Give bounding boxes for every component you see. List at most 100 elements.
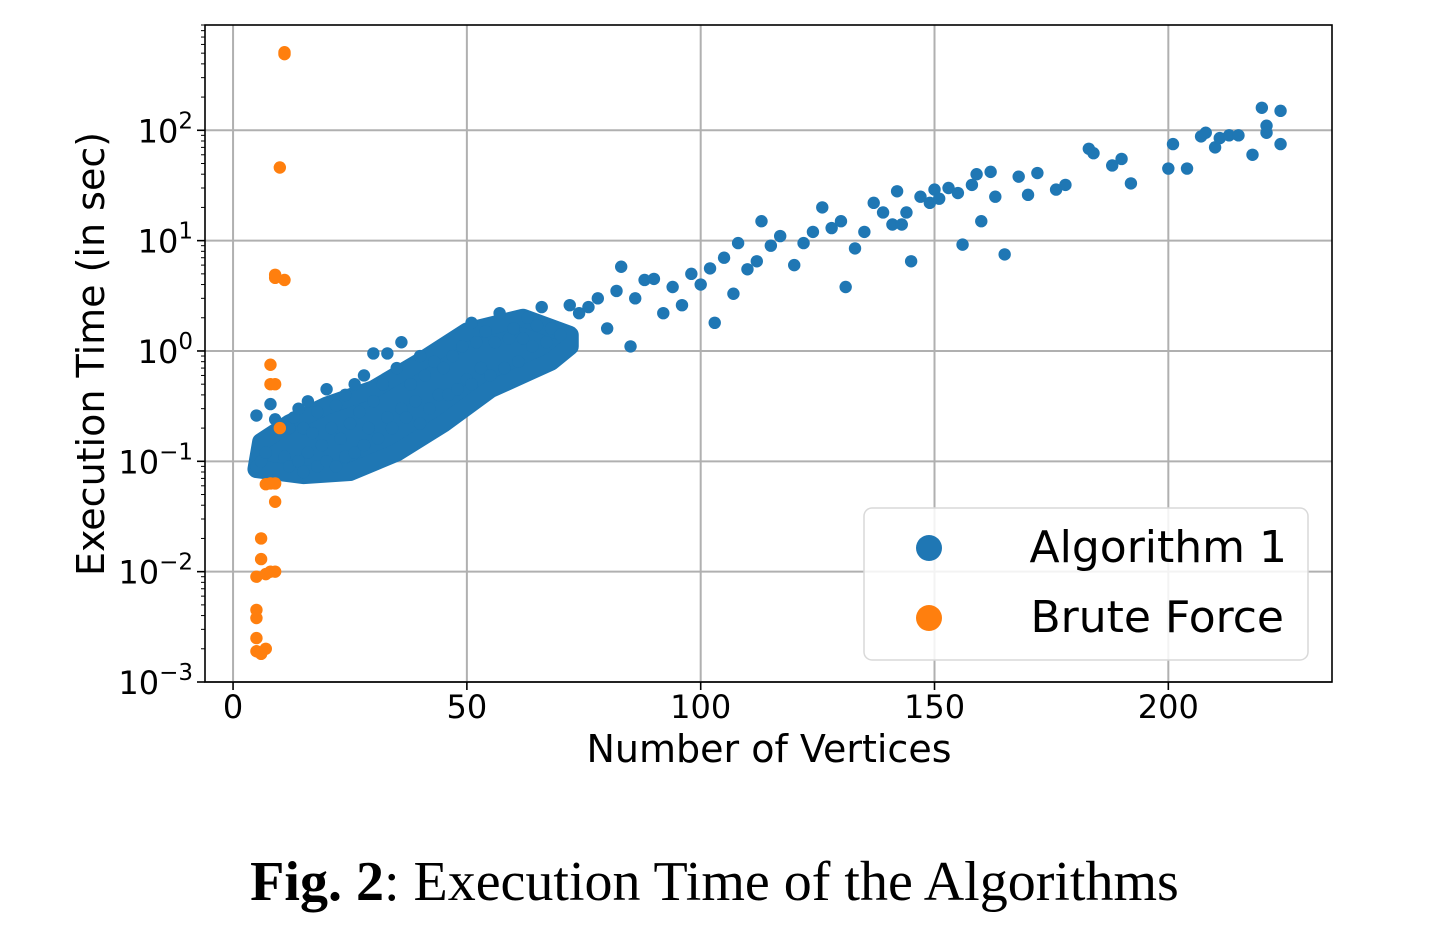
algorithm-1-point <box>479 325 492 338</box>
algorithm-1-point <box>1115 152 1128 166</box>
algorithm-1-point <box>297 465 310 479</box>
algorithm-1-point <box>806 225 820 239</box>
x-axis-ticks: 0 50 100 150 200 <box>223 682 1199 726</box>
figure-caption: Fig. 2: Execution Time of the Algorithms <box>0 850 1429 914</box>
algorithm-1-point <box>984 165 997 179</box>
algorithm-1-point <box>1199 126 1212 139</box>
algorithm-1-point <box>404 377 417 391</box>
algorithm-1-point <box>1166 137 1180 151</box>
algorithm-1-point <box>264 397 277 411</box>
algorithm-1-point <box>348 377 361 391</box>
algorithm-1-point <box>530 319 544 332</box>
algorithm-1-point <box>297 421 310 435</box>
algorithm-1-point <box>1124 177 1138 190</box>
algorithm-1-point <box>998 248 1011 261</box>
algorithm-1-point <box>292 402 305 415</box>
brute-force-point <box>268 565 282 578</box>
algorithm-1-point <box>521 311 534 324</box>
algorithm-1-point <box>516 332 530 345</box>
algorithm-1-point <box>1274 104 1287 118</box>
brute-force-point <box>278 273 291 287</box>
y-axis-label: Execution Time (in sec) <box>69 132 113 576</box>
algorithm-1-point <box>867 196 880 210</box>
algorithm-1-point <box>773 229 787 243</box>
algorithm-1-point <box>942 181 955 195</box>
algorithm-1-point <box>427 355 441 368</box>
brute-force-point <box>268 477 282 490</box>
brute-force-point <box>264 358 277 371</box>
algorithm-1-point <box>951 186 965 200</box>
algorithm-1-point <box>703 262 717 275</box>
algorithm-1-point <box>278 450 291 463</box>
algorithm-1-point <box>376 377 389 391</box>
algorithm-1-point <box>825 221 838 235</box>
algorithm-1-point <box>731 236 745 250</box>
legend-label-algorithm-1: Algorithm 1 <box>1030 522 1287 573</box>
algorithm-1-point <box>1213 131 1226 145</box>
algorithm-1-point <box>1021 188 1035 202</box>
algorithm-1-point <box>900 206 913 219</box>
algorithm-1-point <box>750 255 764 268</box>
algorithm-1-point <box>1255 101 1269 114</box>
brute-force-point <box>273 421 287 435</box>
algorithm-1-point <box>544 322 558 335</box>
algorithm-1-point <box>535 300 548 314</box>
brute-force-point <box>278 46 291 59</box>
algorithm-1-point <box>507 322 520 335</box>
algorithm-1-point <box>975 215 988 228</box>
legend-label-brute-force: Brute Force <box>1030 592 1284 643</box>
algorithm-1-point <box>329 399 343 412</box>
algorithm-1-point <box>343 417 357 430</box>
algorithm-1-point <box>367 395 380 408</box>
algorithm-1-point <box>301 395 315 408</box>
series-brute-force <box>250 46 291 661</box>
y-tick-label: 100 <box>138 329 193 371</box>
algorithm-1-point <box>1246 148 1259 161</box>
algorithm-1-point <box>554 328 567 342</box>
algorithm-1-point <box>512 355 525 368</box>
algorithm-1-point <box>839 280 852 294</box>
algorithm-1-point <box>306 426 319 440</box>
y-tick-label: 10−3 <box>118 660 193 702</box>
brute-force-point <box>250 570 263 583</box>
algorithm-1-point <box>451 383 464 396</box>
algorithm-1-point <box>470 336 483 349</box>
algorithm-1-point <box>1208 141 1222 154</box>
algorithm-1-point <box>488 336 502 349</box>
figure-caption-label: Fig. 2 <box>250 851 384 913</box>
series-algorithm-1 <box>250 101 1287 479</box>
legend: Algorithm 1 Brute Force <box>863 507 1309 661</box>
algorithm-1-point <box>1087 147 1100 160</box>
algorithm-1-point <box>914 190 927 203</box>
algorithm-1-point <box>610 284 623 298</box>
figure-caption-text: : Execution Time of the Algorithms <box>383 851 1179 913</box>
algorithm-1-point <box>357 369 371 382</box>
series-layer <box>247 46 1287 661</box>
brute-force-point <box>254 532 268 545</box>
algorithm-1-point <box>694 278 707 291</box>
algorithm-1-point <box>348 446 361 459</box>
algorithm-1-point <box>381 411 394 424</box>
algorithm-1-point <box>614 260 628 273</box>
x-tick-label: 100 <box>670 688 731 726</box>
algorithm-1-point <box>685 267 698 281</box>
algorithm-1-point <box>493 306 506 320</box>
algorithm-1-point <box>441 388 455 402</box>
algorithm-1-point <box>788 258 801 272</box>
legend-marker-brute-force <box>916 605 942 631</box>
algorithm-1-point <box>666 280 679 294</box>
algorithm-1-point <box>876 206 890 219</box>
algorithm-1-point <box>657 306 670 320</box>
y-tick-label: 10−2 <box>118 550 193 592</box>
algorithm-1-point <box>465 377 478 391</box>
algorithm-1-point <box>395 336 408 349</box>
algorithm-1-point <box>390 361 403 375</box>
brute-force-point <box>250 603 263 617</box>
brute-force-point <box>273 161 287 174</box>
algorithm-1-point <box>329 460 343 473</box>
algorithm-1-point <box>741 263 754 276</box>
algorithm-1-point <box>970 168 983 181</box>
algorithm-1-point <box>675 298 689 312</box>
algorithm-1-point <box>572 306 586 320</box>
